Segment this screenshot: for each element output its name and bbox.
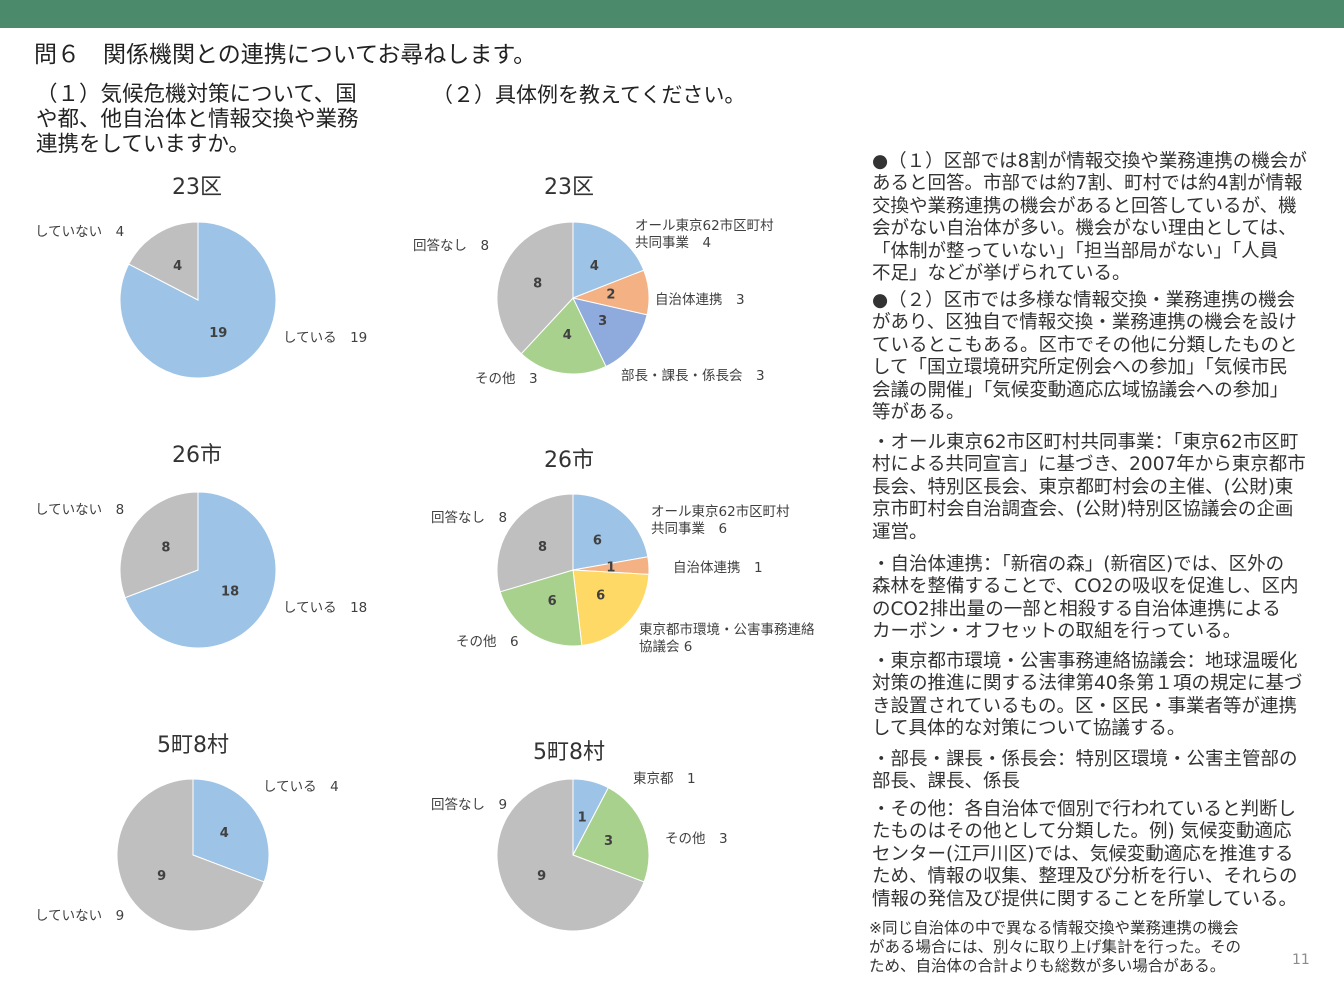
pie-slice <box>499 569 583 647</box>
pie-value-label: 9 <box>537 869 546 884</box>
pie-outer-label: 回答なし 9 <box>431 797 508 813</box>
pie-slice <box>572 787 650 883</box>
pie-value-label: 4 <box>563 328 572 343</box>
pie-23ku-q1: 19 4 <box>119 221 277 379</box>
pie-slice <box>496 221 574 355</box>
pie-outer-label: 回答なし 8 <box>413 238 490 254</box>
pie-outer-label: している 4 <box>263 779 339 795</box>
pie-slice <box>496 778 645 932</box>
pie-value-label: 3 <box>604 834 613 849</box>
pie-value-label: 4 <box>590 259 599 274</box>
pie-value-label: 2 <box>606 288 615 303</box>
pie-value-label: 8 <box>538 540 547 555</box>
pie-slice <box>496 493 574 593</box>
pie-value-label: 8 <box>161 540 170 555</box>
note-summary-q1: ●（１）区部では8割が情報交換や業務連携の機会が あると回答。市部では約7割、町… <box>872 151 1307 285</box>
chart-title: 23区 <box>172 175 222 200</box>
chart-title: 23区 <box>544 175 594 200</box>
pie-outer-label: していない 9 <box>35 908 125 924</box>
chart-title: 26市 <box>544 448 594 473</box>
pie-value-label: 9 <box>157 869 166 884</box>
header-band <box>0 0 1344 28</box>
pie-slice <box>116 778 265 932</box>
pie-value-label: 18 <box>221 585 239 600</box>
page-title: 問６ 関係機関との連携についてお尋ねします。 <box>34 42 537 68</box>
note-municipal-cooperation: ・自治体連携：「新宿の森」(新宿区)では、区外の 森林を整備することで、CO2の… <box>872 554 1299 643</box>
pie-outer-label: している 19 <box>283 330 368 346</box>
pie-outer-label: 東京都 1 <box>633 771 696 787</box>
pie-value-label: 4 <box>173 259 182 274</box>
pie-outer-label: 部長・課長・係長会 3 <box>621 368 765 384</box>
pie-towns-villages-q2: 1 3 9 <box>496 778 650 932</box>
chart-title: 5町8村 <box>533 740 605 765</box>
pie-value-label: 6 <box>596 589 605 604</box>
pie-towns-villages-q1: 49 <box>116 778 270 932</box>
pie-outer-label: オール東京62市区町村 共同事業 4 <box>635 218 774 251</box>
pie-outer-label: している 18 <box>283 600 368 616</box>
pie-outer-label: その他 3 <box>475 371 538 387</box>
pie-slice <box>572 493 649 571</box>
pie-value-label: 19 <box>209 326 227 341</box>
pie-value-label: 6 <box>548 594 557 609</box>
pie-value-label: 4 <box>220 826 229 841</box>
pie-outer-label: していない 4 <box>35 224 125 240</box>
pie-slice <box>119 491 199 599</box>
pie-outer-label: その他 3 <box>665 831 728 847</box>
pie-26shi-q1: 18 8 <box>119 491 277 649</box>
pie-outer-label: その他 6 <box>456 634 519 650</box>
question-2-heading: （２）具体例を教えてください。 <box>432 83 746 107</box>
note-all-tokyo: ・オール東京62市区町村共同事業：「東京62市区町 村による共同宣言」に基づき、… <box>872 432 1306 543</box>
pie-value-label: 3 <box>598 314 607 329</box>
pie-slice <box>572 297 648 368</box>
pie-slice <box>572 221 645 299</box>
pie-slice <box>192 778 270 883</box>
pie-slice <box>572 569 650 647</box>
chart-title: 5町8村 <box>157 733 229 758</box>
chart-title: 26市 <box>172 443 222 468</box>
pie-value-label: 1 <box>606 560 615 575</box>
note-tokyo-city-council: ・東京都市環境・公害事務連絡協議会：地球温暖化 対策の推進に関する法律第40条第… <box>872 651 1303 740</box>
question-1-heading: （１）気候危機対策について、国 や都、他自治体と情報交換や業務 連携をしています… <box>36 82 359 157</box>
pie-value-label: 6 <box>593 533 602 548</box>
page-number: 11 <box>1292 952 1310 968</box>
pie-outer-label: していない 8 <box>35 502 125 518</box>
pie-outer-label: 自治体連携 3 <box>655 292 745 308</box>
pie-value-label: 8 <box>533 277 542 292</box>
pie-slice <box>520 297 607 375</box>
note-summary-q2: ●（２）区市では多様な情報交換・業務連携の機会 があり、区独自で情報交換・業務連… <box>872 290 1298 424</box>
footnote: ※同じ自治体の中で異なる情報交換や業務連携の機会 がある場合には、別々に取り上げ… <box>869 919 1242 975</box>
pie-outer-label: 自治体連携 1 <box>673 560 763 576</box>
pie-outer-label: オール東京62市区町村 共同事業 6 <box>651 504 790 537</box>
note-managers-meeting: ・部長・課長・係長会：特別区環境・公害主管部の 部長、課長、係長 <box>872 749 1298 793</box>
pie-outer-label: 回答なし 8 <box>431 510 508 526</box>
pie-slice <box>124 491 277 649</box>
pie-value-label: 1 <box>578 811 587 826</box>
note-other: ・その他：各自治体で個別で行われていると判断し たものはその他として分類した。例… <box>872 799 1298 910</box>
pie-outer-label: 東京都市環境・公害事務連絡 協議会 6 <box>639 622 815 655</box>
pie-slice <box>128 221 199 301</box>
